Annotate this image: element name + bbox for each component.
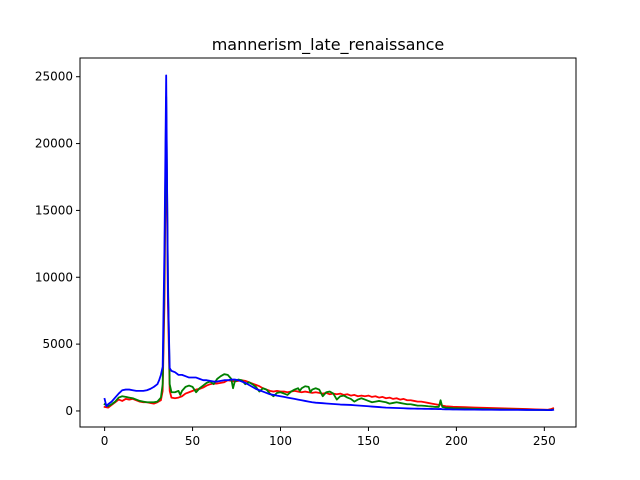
- plot-area: [103, 74, 555, 412]
- y-tick-label: 15000: [35, 203, 73, 217]
- y-axis: 0 5000 10000 15000 20000 25000: [35, 70, 80, 418]
- plot-frame: [79, 57, 577, 428]
- x-tick-label: 250: [533, 434, 556, 448]
- x-tick-label: 100: [269, 434, 292, 448]
- y-tick-label: 5000: [42, 337, 73, 351]
- x-tick-label: 50: [185, 434, 200, 448]
- y-tick-label: 20000: [35, 137, 73, 151]
- x-tick-label: 0: [101, 434, 109, 448]
- x-tick-label: 150: [357, 434, 380, 448]
- y-tick-label: 10000: [35, 270, 73, 284]
- x-tick-label: 200: [445, 434, 468, 448]
- y-tick-label: 0: [65, 404, 73, 418]
- y-tick-label: 25000: [35, 70, 73, 84]
- x-axis: 0 50 100 150 200 250: [101, 427, 556, 448]
- chart-title: mannerism_late_renaissance: [212, 35, 445, 55]
- series-line-2: [103, 74, 555, 412]
